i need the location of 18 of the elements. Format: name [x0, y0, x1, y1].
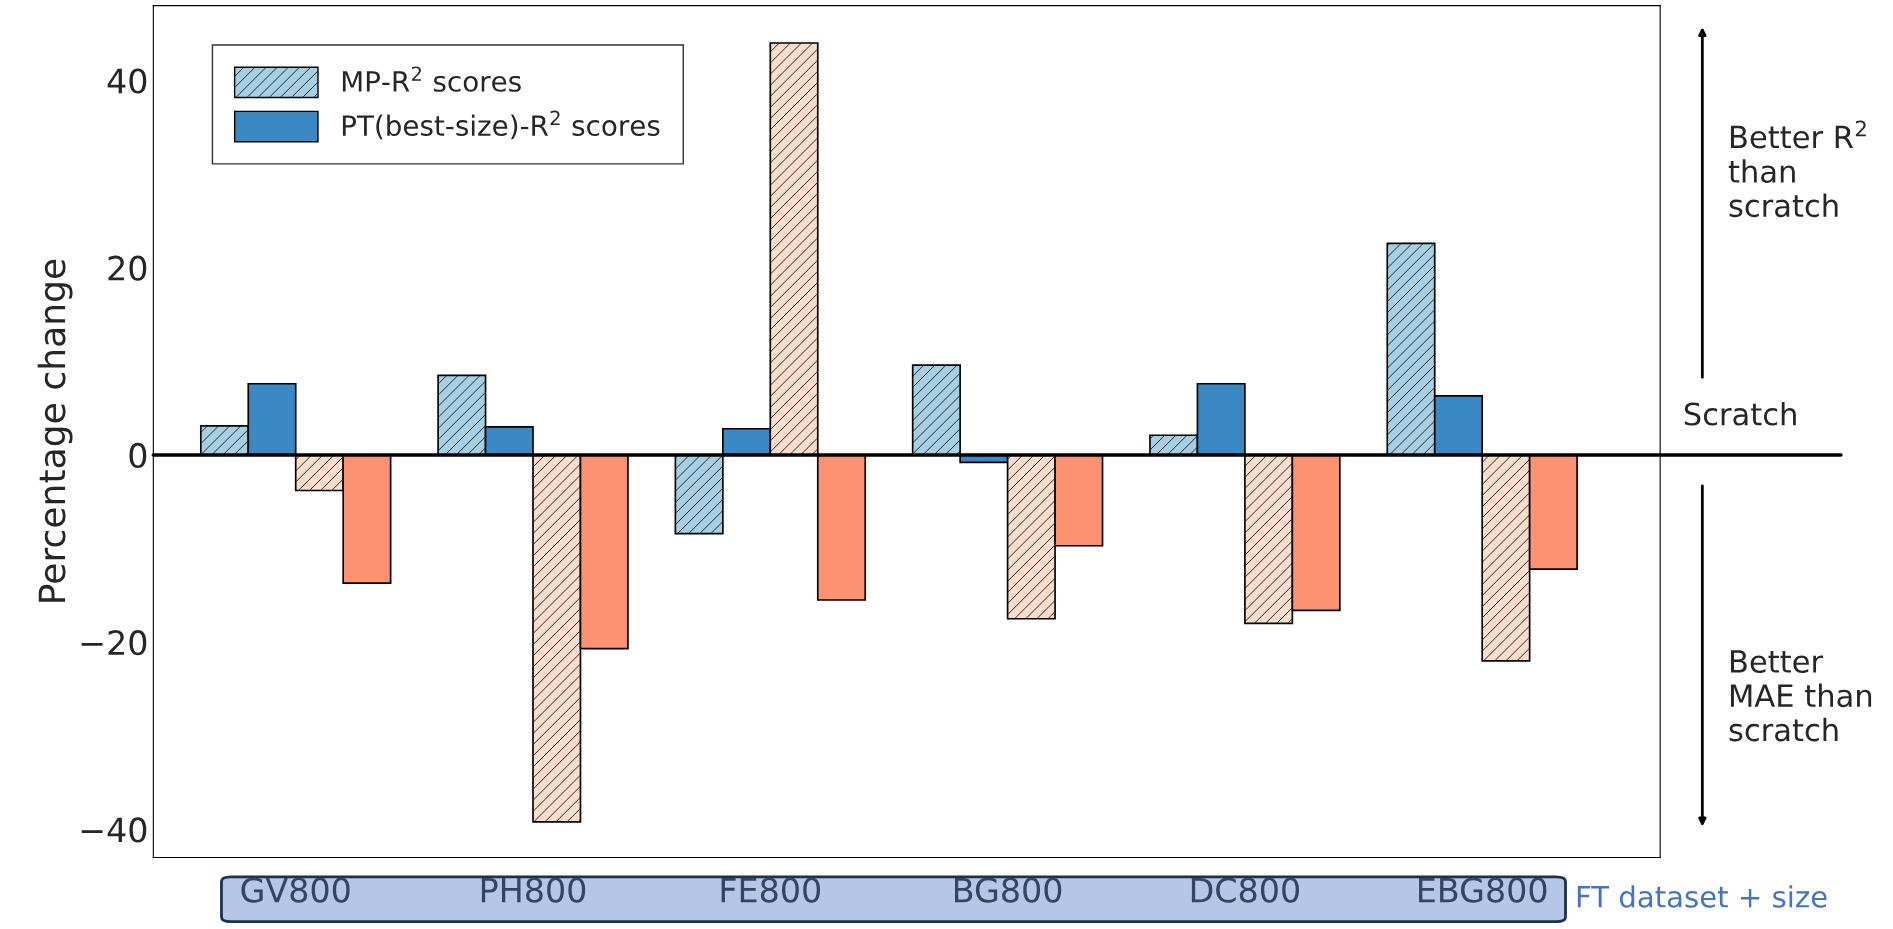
x-tick-label: PH800 — [481, 877, 586, 903]
x-tick-label: BG800 — [955, 877, 1062, 903]
x-tick-label: FE800 — [721, 877, 821, 903]
y-tick-label: −40 — [81, 817, 147, 843]
text: Better MAE than scratch — [1729, 650, 1872, 742]
y-tick-label: 20 — [108, 255, 147, 281]
y-axis-title: Percentage change — [37, 259, 73, 602]
legend-label: PT(best-size)-R$^{2}$ scores — [342, 110, 660, 140]
y-tick-label: −20 — [81, 630, 147, 656]
y-tick-label: 0 — [129, 442, 147, 469]
x-tick-label: DC800 — [1191, 877, 1299, 903]
x-tick-label: GV800 — [241, 877, 350, 903]
text: Better R$^{2}$ than scratch — [1728, 120, 1866, 218]
x-tick-label: EBG800 — [1419, 877, 1547, 903]
x-axis-title: FT dataset + size — [1577, 885, 1827, 908]
legend-label: MP-R$^{2}$ scores — [342, 66, 521, 92]
ref-line-label: Scratch — [1684, 401, 1796, 426]
y-tick-label: 40 — [107, 68, 147, 94]
